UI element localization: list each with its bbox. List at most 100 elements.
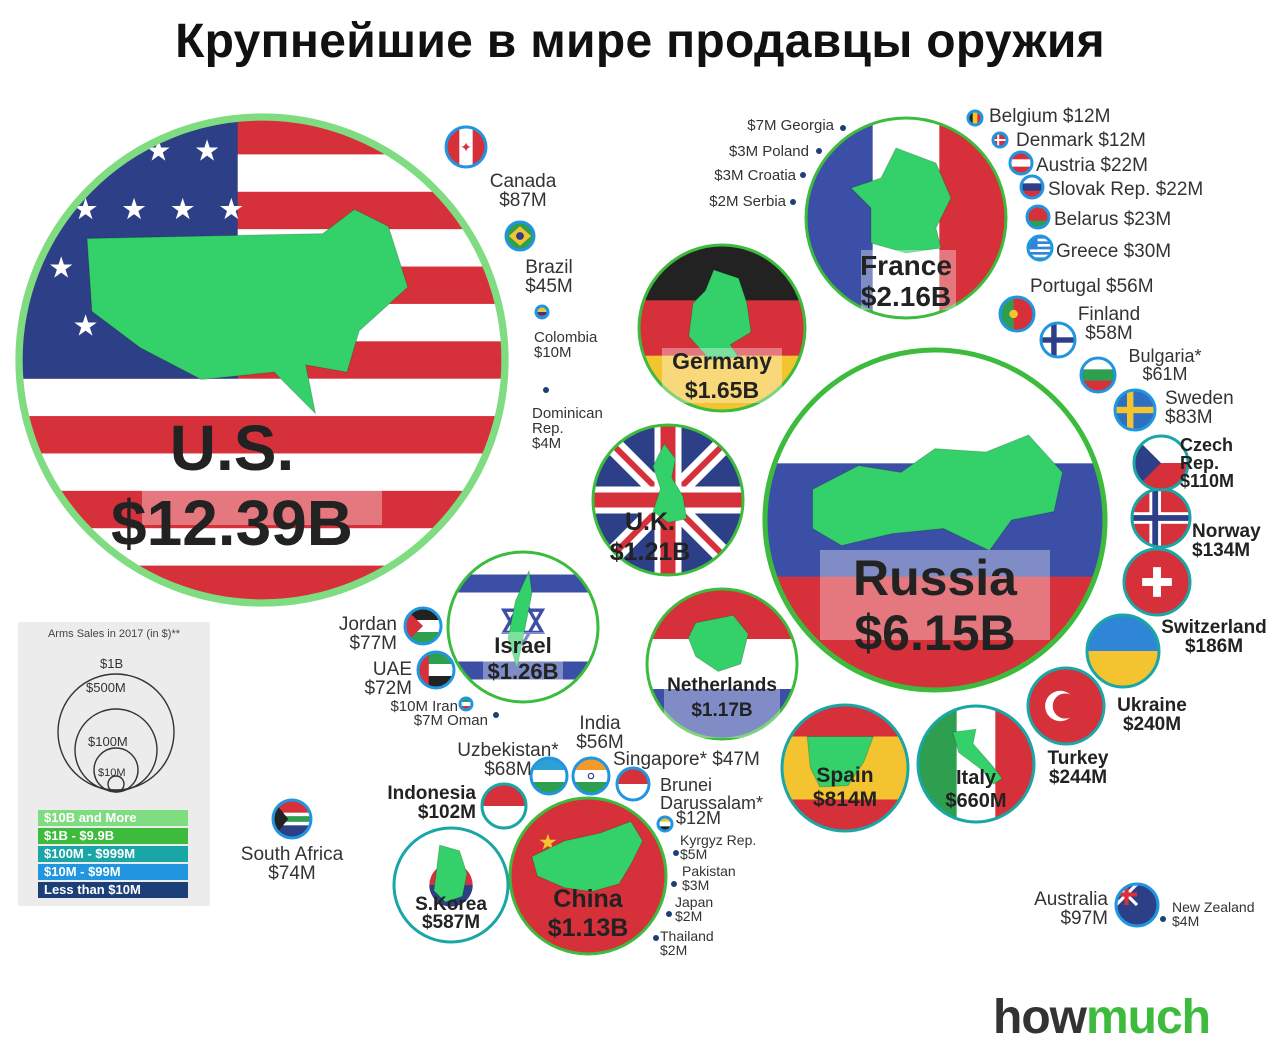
- value-uae: $72M: [364, 678, 412, 699]
- dot-dominican-rep: [543, 387, 549, 393]
- value-serbia: $2M Serbia: [709, 193, 786, 210]
- value-turkey: $244M: [1049, 767, 1107, 788]
- ring-jordan: [403, 606, 443, 646]
- ring-belgium: [966, 109, 984, 127]
- callout-switzerland: Switzerland$186M: [1161, 617, 1267, 657]
- ring-spain: [780, 703, 910, 833]
- label-germany: Germany: [672, 348, 772, 374]
- flag-u-k: [593, 425, 743, 575]
- callout-south-africa: South Africa$74M: [241, 844, 344, 884]
- ring-finland: [1039, 321, 1077, 359]
- callout-georgia: $7M Georgia: [747, 117, 834, 134]
- label-czech-rep: Czech: [1180, 435, 1233, 455]
- label-thailand: Thailand: [660, 928, 714, 944]
- label-belarus: Belarus $23M: [1054, 209, 1171, 230]
- label-israel: Israel: [494, 633, 552, 658]
- ring-turkey: [1026, 666, 1106, 746]
- bubble-israel: ✡Israel$1.26B: [446, 550, 600, 704]
- value-oman: $7M Oman: [414, 712, 488, 729]
- callout-denmark: Denmark $12M: [1016, 130, 1146, 151]
- flag-austria: [1010, 152, 1032, 174]
- label-finland: Finland: [1078, 304, 1140, 325]
- value-pakistan: $3M: [682, 877, 709, 893]
- callout-uzbekistan: Uzbekistan*$68M: [457, 740, 559, 780]
- callout-finland: Finland$58M: [1078, 304, 1140, 344]
- value-kyrgyz-rep: $5M: [680, 846, 707, 862]
- legend-size-100m: $100M: [88, 734, 128, 749]
- value-brunei-darussalam: $12M: [676, 808, 721, 828]
- dot-serbia: [790, 199, 796, 205]
- dot-croatia: [800, 172, 806, 178]
- label-uzbekistan: Uzbekistan*: [457, 740, 559, 761]
- callout-uae: UAE$72M: [364, 659, 412, 699]
- label-u-k: U.K.: [625, 508, 675, 536]
- callout-japan: Japan$2M: [675, 894, 713, 924]
- value-iran: $10M Iran: [390, 698, 458, 715]
- svg-text:★: ★: [194, 136, 220, 168]
- ring-singapore: [615, 766, 651, 802]
- bubble-south-africa: [271, 798, 313, 840]
- ring-israel: [446, 550, 600, 704]
- callout-pakistan: Pakistan$3M: [682, 863, 736, 893]
- ring-austria: [1008, 150, 1034, 176]
- label-india: India: [579, 713, 621, 734]
- label-portugal: Portugal $56M: [1030, 276, 1154, 297]
- value-france: $2.16B: [861, 281, 951, 312]
- label-sweden: Sweden: [1165, 388, 1234, 409]
- value-uzbekistan: $68M: [484, 759, 532, 780]
- bubble-ukraine: [1085, 613, 1161, 689]
- bubble-switzerland: [1122, 547, 1192, 617]
- bubble-brazil: [504, 220, 536, 252]
- ring-south-africa: [271, 798, 313, 840]
- flag-bulgaria: [1081, 358, 1115, 392]
- callout-serbia: $2M Serbia: [709, 193, 786, 210]
- ring-india: [571, 756, 611, 796]
- bubble-u-s: ★★★★★★★★★★★★★★★★U.S.$12.39B: [15, 113, 509, 607]
- legend-tier-10b: $10B and More: [38, 810, 188, 826]
- ring-france: [804, 116, 1008, 320]
- legend-tier-lt10m: Less than $10M: [38, 882, 188, 898]
- ring-uzbekistan: [529, 756, 569, 796]
- bubble-s-korea: S.Korea$587M: [392, 826, 510, 944]
- callout-india: India$56M: [576, 713, 624, 753]
- ring-canada: [444, 125, 488, 169]
- ring-brunei-darussalam: [656, 815, 674, 833]
- flag-iran: [460, 698, 472, 710]
- legend-tier-1b: $1B - $9.9B: [38, 828, 188, 844]
- callout-poland: $3M Poland: [729, 143, 809, 160]
- bubble-uzbekistan: [529, 756, 569, 796]
- label-switzerland: Switzerland: [1161, 617, 1267, 638]
- bubble-spain: Spain$814M: [780, 703, 910, 833]
- legend: Arms Sales in 2017 (in $)** $1B $500M $1…: [18, 622, 210, 906]
- ring-indonesia: [480, 782, 528, 830]
- callout-thailand: Thailand$2M: [660, 928, 714, 958]
- label-turkey: Turkey: [1048, 748, 1109, 769]
- flag-israel: ✡: [448, 552, 598, 702]
- label-australia: Australia: [1034, 889, 1108, 910]
- dot-new-zealand: [1160, 916, 1166, 922]
- label-indonesia: Indonesia: [387, 783, 476, 804]
- ring-czech-rep: [1132, 434, 1190, 492]
- ring-bulgaria: [1079, 356, 1117, 394]
- callout-singapore: Singapore* $47M: [613, 749, 760, 770]
- ring-russia: [762, 347, 1108, 693]
- ring-s-korea: [392, 826, 510, 944]
- value-israel: $1.26B: [488, 659, 559, 684]
- ring-germany: [637, 243, 807, 413]
- bubble-iran: [458, 696, 474, 712]
- callout-bulgaria: Bulgaria*$61M: [1128, 346, 1201, 384]
- bubble-bulgaria: [1079, 356, 1117, 394]
- bubble-jordan: [403, 606, 443, 646]
- callout-indonesia: Indonesia$102M: [387, 783, 476, 823]
- bubble-uae: [416, 650, 456, 690]
- bubble-denmark: [991, 131, 1009, 149]
- legend-tier-100m: $100M - $999M: [38, 846, 188, 862]
- callout-turkey: Turkey$244M: [1048, 748, 1109, 788]
- bubble-netherlands: Netherlands $1.17B: [645, 587, 799, 741]
- value-georgia: $7M Georgia: [747, 117, 834, 134]
- flag-turkey: [1028, 668, 1104, 744]
- value-u-s: $12.39B: [111, 487, 353, 559]
- value-russia: $6.15B: [854, 605, 1015, 661]
